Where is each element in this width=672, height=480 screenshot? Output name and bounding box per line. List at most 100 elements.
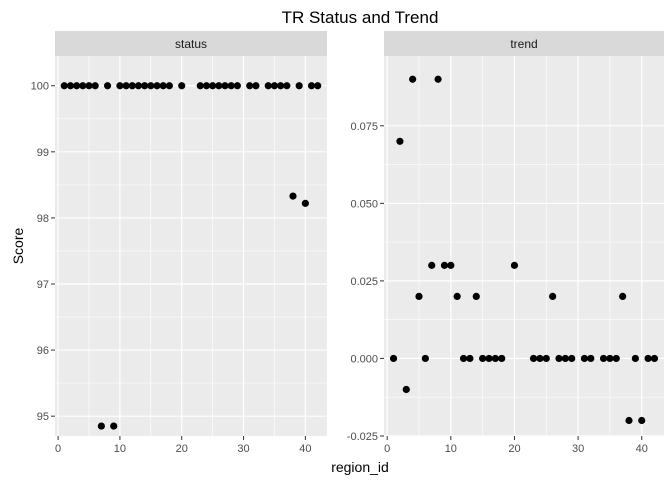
data-point-trend bbox=[434, 75, 442, 83]
data-point-status bbox=[159, 82, 167, 90]
data-point-status bbox=[147, 82, 155, 90]
data-point-status bbox=[153, 82, 161, 90]
data-point-status bbox=[202, 82, 211, 90]
data-point-trend bbox=[415, 292, 423, 301]
x-tick-label: 10 bbox=[445, 443, 457, 455]
facet-strip-status bbox=[55, 31, 327, 56]
data-point-status bbox=[283, 82, 291, 90]
data-point-status bbox=[103, 82, 112, 90]
data-point-trend bbox=[498, 354, 506, 363]
data-point-status bbox=[73, 82, 81, 90]
data-point-status bbox=[110, 422, 118, 430]
data-point-trend bbox=[389, 354, 398, 363]
data-point-status bbox=[227, 82, 235, 90]
x-tick-label: 30 bbox=[572, 443, 584, 455]
x-tick-label: 20 bbox=[508, 443, 520, 455]
data-point-trend bbox=[402, 385, 410, 394]
facet-strip-label-trend: trend bbox=[510, 37, 537, 51]
data-point-trend bbox=[568, 354, 576, 363]
data-point-trend bbox=[491, 354, 499, 363]
y-tick-label: 0.075 bbox=[350, 121, 378, 133]
x-tick-label: 40 bbox=[636, 443, 648, 455]
data-point-trend bbox=[453, 292, 461, 301]
data-point-status bbox=[196, 82, 204, 90]
data-point-status bbox=[295, 82, 303, 90]
data-point-trend bbox=[421, 354, 429, 363]
data-point-trend bbox=[644, 354, 652, 363]
chart-title: TR Status and Trend bbox=[282, 8, 439, 27]
data-point-status bbox=[209, 82, 217, 90]
y-tick-label: 97 bbox=[37, 279, 49, 291]
y-tick-label: 96 bbox=[37, 345, 49, 357]
data-point-status bbox=[246, 82, 254, 90]
data-point-trend bbox=[529, 354, 538, 363]
y-tick-label: 99 bbox=[37, 147, 49, 159]
x-tick-label: 0 bbox=[384, 443, 390, 455]
plot-panel-status bbox=[55, 56, 327, 436]
data-point-status bbox=[97, 422, 105, 430]
data-point-status bbox=[277, 82, 285, 90]
data-point-status bbox=[215, 82, 223, 90]
data-point-status bbox=[122, 82, 130, 90]
data-point-status bbox=[66, 82, 75, 90]
x-tick-label: 0 bbox=[55, 443, 61, 455]
data-point-status bbox=[91, 82, 99, 90]
data-point-trend bbox=[549, 292, 557, 301]
data-point-trend bbox=[587, 354, 595, 363]
y-tick-label: 0.000 bbox=[350, 353, 378, 365]
data-point-trend bbox=[612, 354, 620, 363]
data-point-status bbox=[134, 82, 143, 90]
data-point-trend bbox=[625, 416, 633, 425]
data-point-trend bbox=[428, 261, 436, 269]
facet-strip-label-status: status bbox=[175, 37, 207, 51]
data-point-status bbox=[314, 82, 322, 90]
y-tick-label: 95 bbox=[37, 411, 49, 423]
data-point-status bbox=[307, 82, 316, 90]
y-tick-label: -0.025 bbox=[347, 431, 378, 443]
data-point-trend bbox=[485, 354, 493, 363]
data-point-trend bbox=[650, 354, 659, 363]
x-axis-title: region_id bbox=[331, 459, 389, 475]
data-point-trend bbox=[619, 292, 627, 301]
data-point-status bbox=[85, 82, 93, 90]
data-point-trend bbox=[472, 292, 480, 301]
data-point-trend bbox=[542, 354, 550, 363]
data-point-trend bbox=[536, 354, 544, 363]
data-point-status bbox=[264, 82, 272, 90]
data-point-status bbox=[141, 82, 149, 90]
data-point-trend bbox=[606, 354, 614, 363]
x-tick-label: 30 bbox=[237, 443, 249, 455]
data-point-trend bbox=[555, 354, 563, 363]
data-point-trend bbox=[580, 354, 589, 363]
data-point-status bbox=[221, 82, 229, 90]
data-point-trend bbox=[440, 261, 449, 269]
facet-panel-trend: trend 0 10 20 30 40 -0.025 0.000 0.025 0.050 0.07… bbox=[347, 31, 664, 455]
data-point-status bbox=[178, 82, 186, 90]
data-point-status bbox=[128, 82, 136, 90]
data-point-trend bbox=[479, 354, 487, 363]
y-tick-label: 98 bbox=[37, 213, 49, 225]
x-tick-label: 20 bbox=[176, 443, 188, 455]
data-point-status bbox=[252, 82, 260, 90]
data-point-trend bbox=[510, 261, 519, 269]
data-point-trend bbox=[459, 354, 468, 363]
data-point-trend bbox=[599, 354, 608, 363]
x-tick-label: 10 bbox=[114, 443, 126, 455]
data-point-trend bbox=[447, 261, 455, 269]
data-point-status bbox=[165, 82, 173, 90]
x-tick-label: 40 bbox=[299, 443, 311, 455]
data-point-status bbox=[233, 82, 241, 90]
y-tick-label: 0.025 bbox=[350, 276, 378, 288]
y-tick-label: 0.050 bbox=[350, 198, 378, 210]
data-point-trend bbox=[638, 416, 646, 425]
data-point-status bbox=[116, 82, 124, 90]
y-axis-title: Score bbox=[10, 228, 26, 265]
y-tick-label: 100 bbox=[31, 81, 49, 93]
data-point-status bbox=[301, 199, 309, 207]
facet-strip-trend bbox=[384, 31, 664, 56]
data-point-status bbox=[289, 192, 297, 200]
data-point-status bbox=[270, 82, 279, 90]
data-point-status bbox=[60, 82, 68, 90]
data-point-trend bbox=[561, 354, 569, 363]
